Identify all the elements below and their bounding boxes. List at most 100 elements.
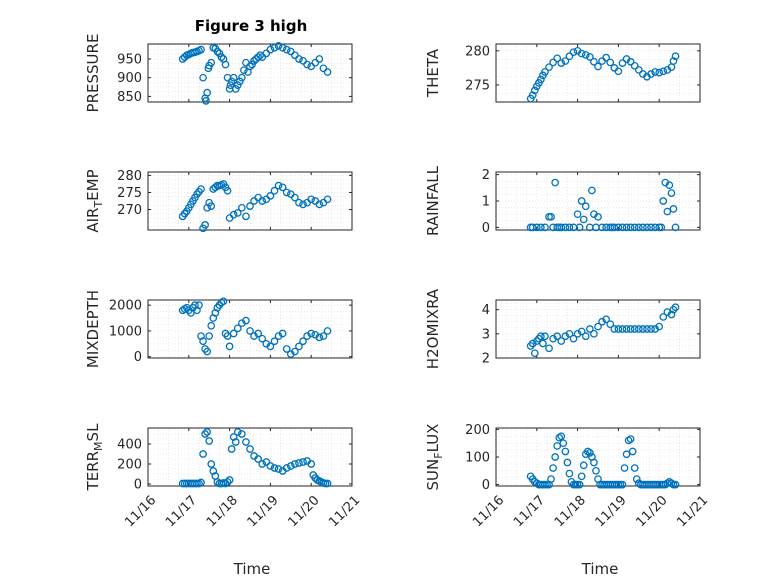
data-point — [229, 73, 238, 82]
data-point — [557, 432, 566, 441]
axes-box — [495, 43, 701, 103]
data-point — [630, 325, 639, 333]
data-point — [278, 183, 287, 192]
data-point — [274, 42, 283, 50]
data-point — [266, 192, 275, 200]
data-point — [254, 455, 263, 463]
data-point — [657, 223, 666, 232]
data-point — [614, 223, 623, 232]
data-point — [217, 53, 226, 61]
data-point — [618, 59, 627, 67]
data-point — [606, 320, 615, 329]
data-point — [565, 469, 574, 478]
data-point — [545, 344, 553, 353]
data-point — [307, 460, 316, 468]
data-point — [282, 345, 291, 353]
y-axis-label: H2OMIXRA — [424, 288, 442, 369]
data-point — [549, 58, 557, 67]
data-point — [530, 349, 539, 358]
y-tick-label: 950 — [117, 52, 142, 67]
data-point — [632, 475, 641, 483]
y-tick-label: 280 — [117, 169, 142, 184]
data-point — [610, 223, 619, 232]
data-point — [639, 325, 647, 333]
data-point — [254, 53, 263, 61]
data-point — [242, 316, 250, 325]
data-point — [195, 301, 203, 310]
data-point — [592, 466, 600, 475]
y-axis-label: SUNFLUX — [424, 424, 445, 491]
data-point — [295, 198, 303, 207]
data-point — [274, 181, 283, 190]
subplot-rainfall: 0 1 2 RAINFALL — [424, 165, 701, 236]
y-tick-label: 1 — [482, 195, 490, 210]
subplot-mixdepth: 0 1000 2000 MIXDEPTH — [84, 290, 353, 368]
axes-box — [147, 43, 353, 103]
data-point — [573, 210, 582, 219]
data-point — [557, 59, 566, 67]
data-point — [594, 62, 602, 71]
data-point — [203, 428, 212, 436]
data-point — [254, 329, 263, 338]
data-point — [528, 223, 537, 232]
data-point — [197, 45, 205, 54]
subplot-air_temp: 270 275 280 AIRTEMP — [84, 169, 353, 233]
data-point — [647, 70, 655, 78]
y-tick-label: 3 — [482, 327, 490, 342]
y-tick-label: 200 — [117, 458, 142, 473]
y-tick-label: 270 — [117, 203, 142, 218]
data-point — [575, 223, 584, 232]
data-point — [207, 58, 216, 67]
data-point — [270, 337, 279, 346]
y-tick-label: 850 — [117, 90, 142, 105]
data-point — [553, 332, 562, 341]
data-point — [258, 197, 267, 205]
data-point — [299, 458, 307, 466]
data-point — [573, 329, 582, 338]
data-point — [219, 297, 228, 306]
data-point — [323, 327, 332, 335]
data-point — [594, 322, 602, 331]
data-point — [561, 447, 570, 456]
y-axis-label: RAINFALL — [424, 165, 442, 236]
data-point — [549, 334, 557, 343]
data-point — [319, 332, 328, 340]
data-point — [561, 332, 570, 341]
y-tick-label: 275 — [465, 78, 490, 93]
data-point — [323, 68, 332, 76]
data-point — [258, 460, 267, 468]
data-point — [246, 445, 254, 453]
data-point — [282, 188, 291, 197]
data-point — [229, 329, 238, 338]
data-point — [201, 221, 209, 229]
y-tick-label: 0 — [134, 350, 142, 365]
data-point — [559, 439, 568, 448]
data-point — [207, 460, 216, 468]
data-point — [541, 332, 549, 341]
y-tick-label: 280 — [465, 44, 490, 59]
data-point — [634, 223, 643, 232]
data-point — [598, 317, 606, 326]
data-point — [541, 68, 549, 76]
data-point — [659, 197, 668, 205]
data-point — [626, 57, 635, 66]
data-point — [270, 43, 279, 52]
data-point — [553, 442, 562, 450]
data-point — [659, 313, 668, 321]
data-point — [579, 461, 588, 470]
data-point — [199, 73, 207, 82]
data-point — [231, 438, 240, 446]
data-point — [266, 342, 275, 351]
data-point — [233, 324, 242, 333]
y-axis-label: PRESSURE — [84, 34, 102, 113]
data-point — [665, 181, 674, 190]
data-point — [266, 45, 275, 54]
data-point — [299, 337, 307, 346]
axes-box — [147, 171, 353, 231]
data-point — [278, 43, 287, 52]
data-point — [622, 223, 631, 232]
data-point — [237, 430, 246, 438]
data-point — [585, 449, 594, 457]
y-tick-label: 400 — [117, 438, 142, 453]
data-point — [541, 223, 549, 232]
